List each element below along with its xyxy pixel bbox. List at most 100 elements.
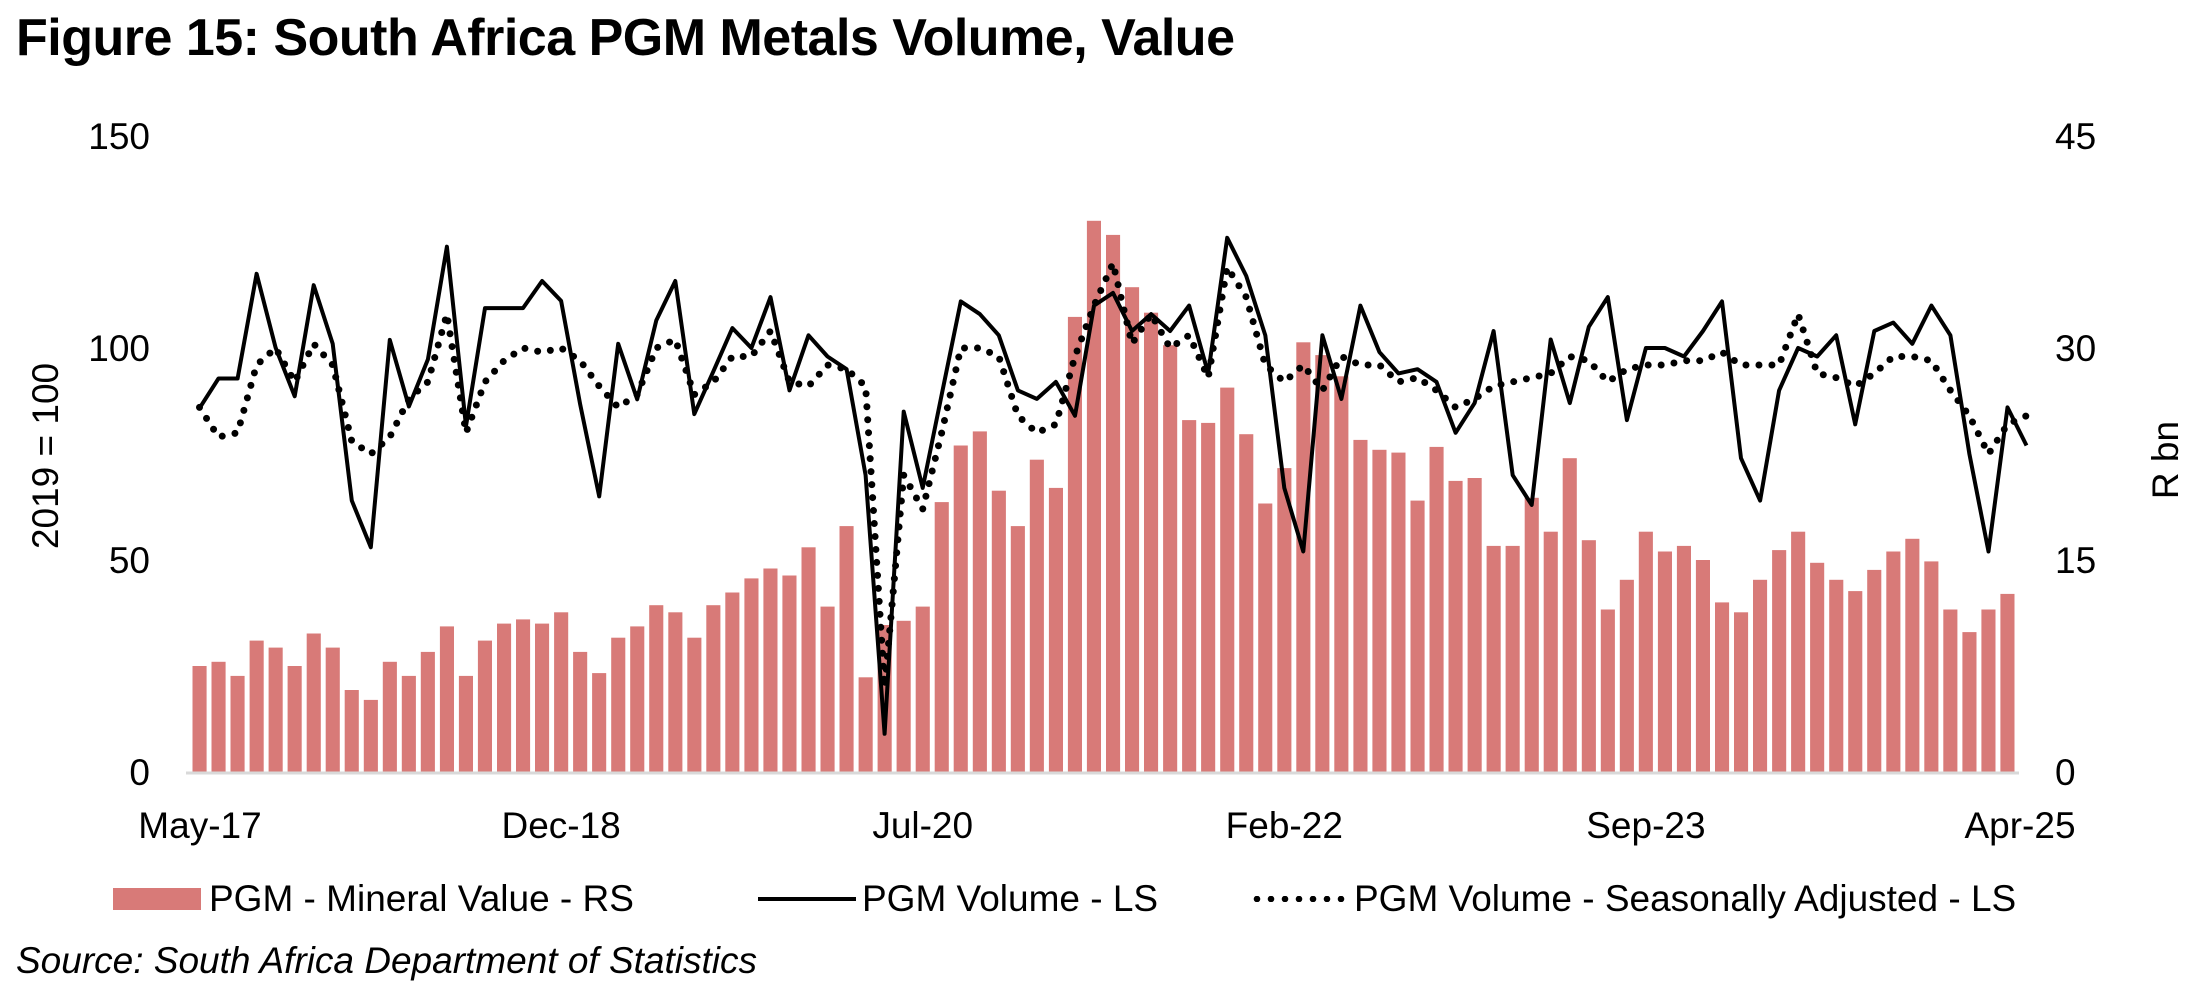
bar-mineral-value [1562,458,1577,772]
bar-mineral-value [325,647,340,772]
bar-mineral-value [744,578,759,772]
bar-mineral-value [1867,569,1882,772]
y-tick-left: 50 [109,540,150,581]
bar-mineral-value [1695,560,1710,772]
bar-mineral-value [668,612,683,772]
bar-mineral-value [782,575,797,772]
bar-mineral-value [1144,312,1159,772]
bar-mineral-value [801,547,816,772]
bar-mineral-value [1734,612,1749,772]
bar-mineral-value [1524,497,1539,772]
bar-mineral-value [439,626,454,772]
y-axis-left: 0 50 100 150 [88,116,150,793]
y-axis-right: 0 15 30 45 [2055,116,2096,793]
bar-mineral-value [896,620,911,772]
bar-mineral-value [344,690,359,772]
bar-mineral-value [1277,468,1292,772]
bar-mineral-value [1657,551,1672,772]
bar-mineral-value [1505,545,1520,772]
bar-mineral-value [573,651,588,772]
bar-mineral-value [1448,480,1463,772]
bar-mineral-value [1353,439,1368,772]
bar-mineral-value [1791,531,1806,772]
bar-mineral-value [1296,342,1311,772]
bar-mineral-value [1981,609,1996,772]
bar-mineral-value [1467,478,1482,772]
line-series [196,235,2030,736]
bar-mineral-value [1753,579,1768,772]
bar-mineral-value [287,666,302,772]
bar-mineral-value [1048,487,1063,772]
bar-mineral-value [1372,449,1387,772]
bar-mineral-value [2000,593,2015,772]
bar-mineral-value [991,490,1006,772]
bar-series [192,220,2015,773]
bar-mineral-value [592,673,607,772]
legend: PGM - Mineral Value - RS PGM Volume - LS… [0,878,2201,928]
legend-dotted-line-swatch [1250,896,1348,902]
bar-mineral-value [1924,561,1939,772]
bar-mineral-value [1810,562,1825,772]
bar-mineral-value [1334,376,1349,772]
legend-item-volume: PGM Volume - LS [758,878,1158,920]
bar-mineral-value [1600,609,1615,772]
bar-mineral-value [649,605,664,772]
bar-mineral-value [1067,316,1082,772]
bar-mineral-value [858,677,873,772]
bar-mineral-value [554,612,569,772]
bar-mineral-value [1886,551,1901,772]
bar-mineral-value [401,675,416,772]
bar-mineral-value [211,661,226,772]
bar-mineral-value [1486,545,1501,772]
y-tick-left: 100 [88,328,150,369]
bar-mineral-value [1543,531,1558,772]
bar-mineral-value [1220,387,1235,772]
bar-mineral-value [306,633,321,772]
bar-mineral-value [268,647,283,772]
bar-mineral-value [1848,591,1863,772]
bar-mineral-value [1010,526,1025,772]
bar-mineral-value [477,640,492,772]
bar-mineral-value [1962,632,1977,772]
bar-mineral-value [192,666,207,772]
bar-mineral-value [1676,545,1691,772]
bar-mineral-value [1619,579,1634,772]
bar-mineral-value [972,431,987,772]
chart-title: Figure 15: South Africa PGM Metals Volum… [16,9,1235,67]
x-tick-label: Sep-23 [1586,805,1705,846]
bar-mineral-value [1315,355,1330,772]
bar-mineral-value [725,592,740,772]
bar-mineral-value [1581,540,1596,772]
bar-mineral-value [1943,609,1958,772]
bar-mineral-value [230,675,245,772]
legend-label: PGM Volume - LS [862,878,1159,919]
bar-mineral-value [1258,503,1273,772]
legend-item-mineral-value: PGM - Mineral Value - RS [113,878,634,920]
bar-mineral-value [1163,345,1178,772]
bar-mineral-value [1429,446,1444,772]
bar-mineral-value [953,445,968,772]
y-tick-left: 150 [88,116,150,157]
y-tick-left: 0 [129,752,150,793]
y-tick-right: 0 [2055,752,2076,793]
source-note: Source: South Africa Department of Stati… [16,940,758,981]
bar-mineral-value [420,651,435,772]
x-tick-label: Jul-20 [872,805,973,846]
y-axis-right-title: R bn [2145,421,2186,499]
bar-mineral-value [1638,531,1653,772]
y-tick-right: 45 [2055,116,2096,157]
bar-mineral-value [630,626,645,772]
bar-mineral-value [687,637,702,772]
bar-mineral-value [706,605,721,772]
bar-mineral-value [1772,550,1787,772]
bar-mineral-value [1391,452,1406,772]
y-tick-right: 30 [2055,328,2096,369]
y-axis-left-title: 2019 = 100 [25,363,66,549]
bar-mineral-value [1715,602,1730,772]
bar-mineral-value [1182,420,1197,772]
legend-item-volume-sa: PGM Volume - Seasonally Adjusted - LS [1250,878,2016,920]
bar-mineral-value [763,568,778,772]
bar-mineral-value [934,502,949,772]
bar-mineral-value [1106,234,1121,772]
line-volume-seasonally-adjusted [196,259,2030,691]
